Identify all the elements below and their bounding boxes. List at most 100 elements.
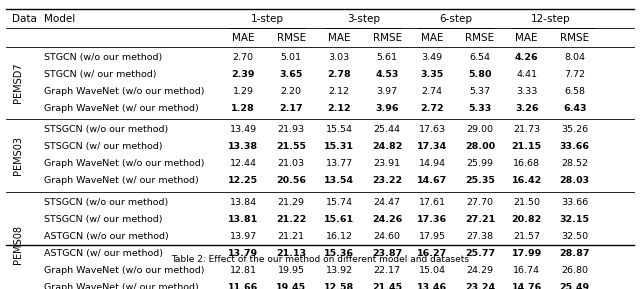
Text: 20.56: 20.56 (276, 177, 306, 186)
Text: 2.74: 2.74 (422, 87, 442, 96)
Text: 16.27: 16.27 (417, 249, 447, 258)
Text: 5.61: 5.61 (377, 53, 397, 62)
Text: 24.26: 24.26 (372, 215, 403, 224)
Text: 23.91: 23.91 (374, 160, 401, 168)
Text: 2.12: 2.12 (328, 104, 351, 113)
Text: 2.70: 2.70 (233, 53, 253, 62)
Text: 12.25: 12.25 (228, 177, 259, 186)
Text: 3.96: 3.96 (376, 104, 399, 113)
Text: 23.24: 23.24 (465, 283, 495, 289)
Text: 16.42: 16.42 (511, 177, 542, 186)
Text: 25.44: 25.44 (374, 125, 401, 134)
Text: 13.49: 13.49 (230, 125, 257, 134)
Text: 12.58: 12.58 (324, 283, 355, 289)
Text: 13.77: 13.77 (326, 160, 353, 168)
Text: 35.26: 35.26 (561, 125, 588, 134)
Text: 2.39: 2.39 (232, 70, 255, 79)
Text: 14.67: 14.67 (417, 177, 447, 186)
Text: 17.36: 17.36 (417, 215, 447, 224)
Text: 14.94: 14.94 (419, 160, 445, 168)
Text: 21.57: 21.57 (513, 232, 540, 241)
Text: 23.22: 23.22 (372, 177, 403, 186)
Text: 6.43: 6.43 (563, 104, 586, 113)
Text: 32.15: 32.15 (560, 215, 589, 224)
Text: 24.82: 24.82 (372, 142, 403, 151)
Text: 27.38: 27.38 (467, 232, 493, 241)
Text: RMSE: RMSE (560, 34, 589, 43)
Text: 13.84: 13.84 (230, 198, 257, 207)
Text: Graph WaveNet (w/ our method): Graph WaveNet (w/ our method) (44, 283, 198, 289)
Text: 28.00: 28.00 (465, 142, 495, 151)
Text: 28.03: 28.03 (559, 177, 590, 186)
Text: 2.78: 2.78 (327, 70, 351, 79)
Text: 12.44: 12.44 (230, 160, 257, 168)
Text: 15.36: 15.36 (324, 249, 354, 258)
Text: ASTGCN (w/ our method): ASTGCN (w/ our method) (44, 249, 163, 258)
Text: 27.70: 27.70 (467, 198, 493, 207)
Text: Table 2: Effect of the our method on different model and datasets: Table 2: Effect of the our method on dif… (171, 255, 469, 264)
Text: 21.93: 21.93 (278, 125, 305, 134)
Text: 12.81: 12.81 (230, 266, 257, 275)
Text: STGCN (w/ our method): STGCN (w/ our method) (44, 70, 156, 79)
Text: 21.29: 21.29 (278, 198, 305, 207)
Text: Model: Model (44, 14, 75, 24)
Text: 25.49: 25.49 (559, 283, 590, 289)
Text: 15.04: 15.04 (419, 266, 445, 275)
Text: 6.58: 6.58 (564, 87, 585, 96)
Text: 12-step: 12-step (531, 14, 570, 24)
Text: STSGCN (w/ our method): STSGCN (w/ our method) (44, 215, 162, 224)
Text: Graph WaveNet (w/ our method): Graph WaveNet (w/ our method) (44, 177, 198, 186)
Text: STGCN (w/o our method): STGCN (w/o our method) (44, 53, 162, 62)
Text: STSGCN (w/o our method): STSGCN (w/o our method) (44, 198, 168, 207)
Text: 13.79: 13.79 (228, 249, 259, 258)
Text: 3-step: 3-step (347, 14, 380, 24)
Text: 16.74: 16.74 (513, 266, 540, 275)
Text: 2.20: 2.20 (281, 87, 301, 96)
Text: 22.17: 22.17 (374, 266, 401, 275)
Text: Graph WaveNet (w/o our method): Graph WaveNet (w/o our method) (44, 87, 204, 96)
Text: ASTGCN (w/o our method): ASTGCN (w/o our method) (44, 232, 168, 241)
Text: RMSE: RMSE (465, 34, 495, 43)
Text: 2.12: 2.12 (329, 87, 349, 96)
Text: 6-step: 6-step (440, 14, 472, 24)
Text: 13.92: 13.92 (326, 266, 353, 275)
Text: 21.50: 21.50 (513, 198, 540, 207)
Text: Graph WaveNet (w/o our method): Graph WaveNet (w/o our method) (44, 266, 204, 275)
Text: MAE: MAE (328, 34, 351, 43)
Text: PEMS03: PEMS03 (13, 136, 23, 175)
Text: 28.52: 28.52 (561, 160, 588, 168)
Text: 3.26: 3.26 (515, 104, 538, 113)
Text: 3.33: 3.33 (516, 87, 538, 96)
Text: Graph WaveNet (w/o our method): Graph WaveNet (w/o our method) (44, 160, 204, 168)
Text: 25.77: 25.77 (465, 249, 495, 258)
Text: 29.00: 29.00 (467, 125, 493, 134)
Text: 17.95: 17.95 (419, 232, 445, 241)
Text: 17.63: 17.63 (419, 125, 445, 134)
Text: 11.66: 11.66 (228, 283, 259, 289)
Text: 26.80: 26.80 (561, 266, 588, 275)
Text: 21.45: 21.45 (372, 283, 403, 289)
Text: 15.74: 15.74 (326, 198, 353, 207)
Text: 17.34: 17.34 (417, 142, 447, 151)
Text: 6.54: 6.54 (470, 53, 490, 62)
Text: 1.28: 1.28 (231, 104, 255, 113)
Text: 24.47: 24.47 (374, 198, 401, 207)
Text: 4.41: 4.41 (516, 70, 537, 79)
Text: 17.99: 17.99 (511, 249, 542, 258)
Text: 24.29: 24.29 (467, 266, 493, 275)
Text: 1-step: 1-step (251, 14, 284, 24)
Text: 5.33: 5.33 (468, 104, 492, 113)
Text: 25.35: 25.35 (465, 177, 495, 186)
Text: 21.21: 21.21 (278, 232, 305, 241)
Text: 19.95: 19.95 (278, 266, 305, 275)
Text: 16.68: 16.68 (513, 160, 540, 168)
Text: PEMSD7: PEMSD7 (13, 63, 23, 103)
Text: 13.81: 13.81 (228, 215, 259, 224)
Text: 20.82: 20.82 (511, 215, 542, 224)
Text: 24.60: 24.60 (374, 232, 401, 241)
Text: 3.49: 3.49 (421, 53, 443, 62)
Text: 17.61: 17.61 (419, 198, 445, 207)
Text: 4.53: 4.53 (376, 70, 399, 79)
Text: RMSE: RMSE (276, 34, 306, 43)
Text: 33.66: 33.66 (560, 142, 589, 151)
